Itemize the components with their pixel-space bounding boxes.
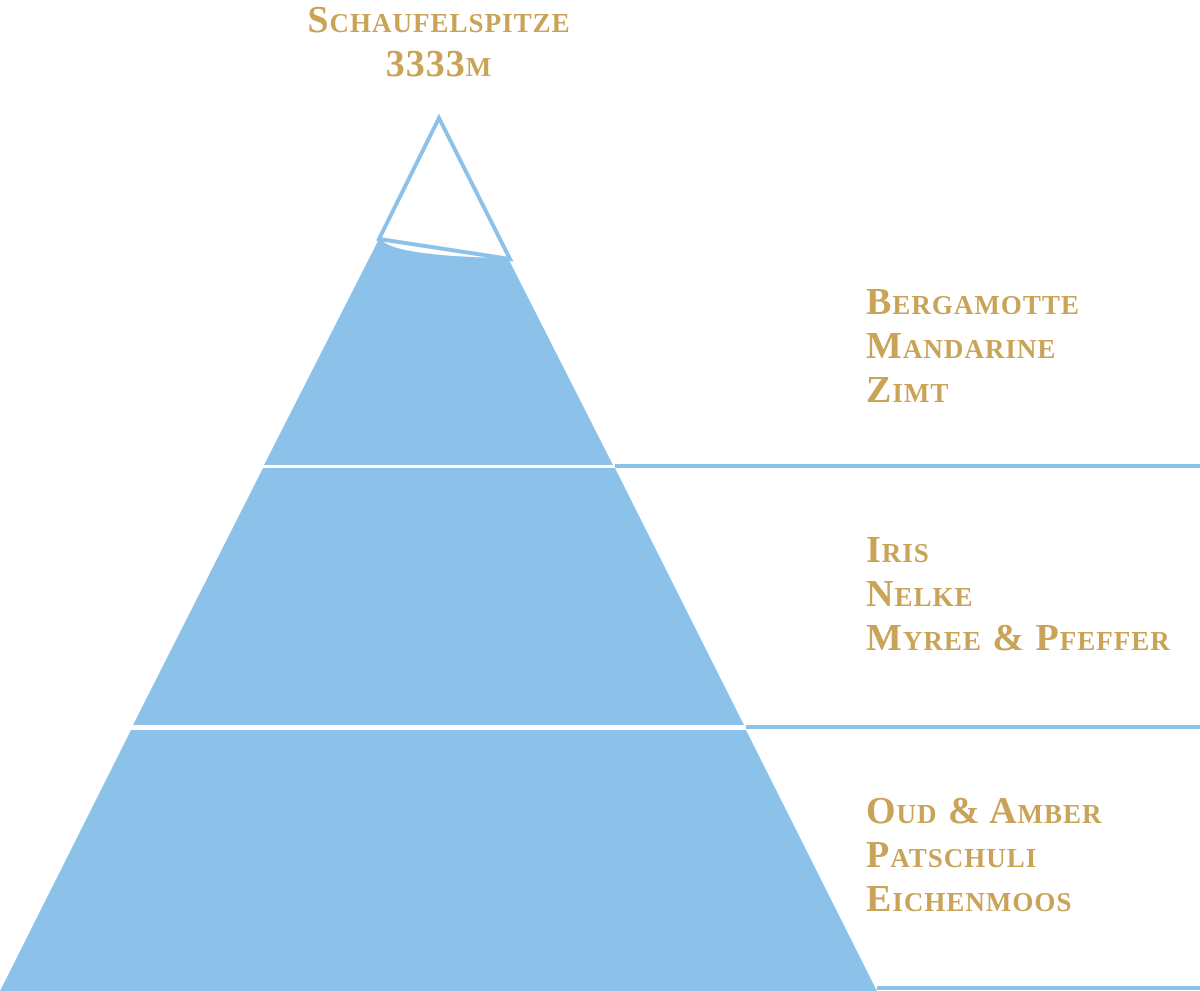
note: Eichenmoos [866, 878, 1072, 920]
tier-top [264, 237, 613, 465]
note: Iris [866, 529, 930, 571]
note: Myree & Pfeffer [866, 617, 1171, 659]
tier-middle [133, 468, 744, 725]
note: Patschuli [866, 834, 1037, 876]
note: Zimt [866, 369, 949, 411]
tier-base [0, 730, 877, 991]
note: Oud & Amber [866, 790, 1103, 832]
peak-name: Schaufelspitze [307, 0, 570, 41]
note: Mandarine [866, 325, 1056, 367]
peak-elevation: 3333m [386, 43, 492, 85]
note: Nelke [866, 573, 973, 615]
note: Bergamotte [866, 281, 1080, 323]
snow-cap-outline [375, 113, 514, 262]
